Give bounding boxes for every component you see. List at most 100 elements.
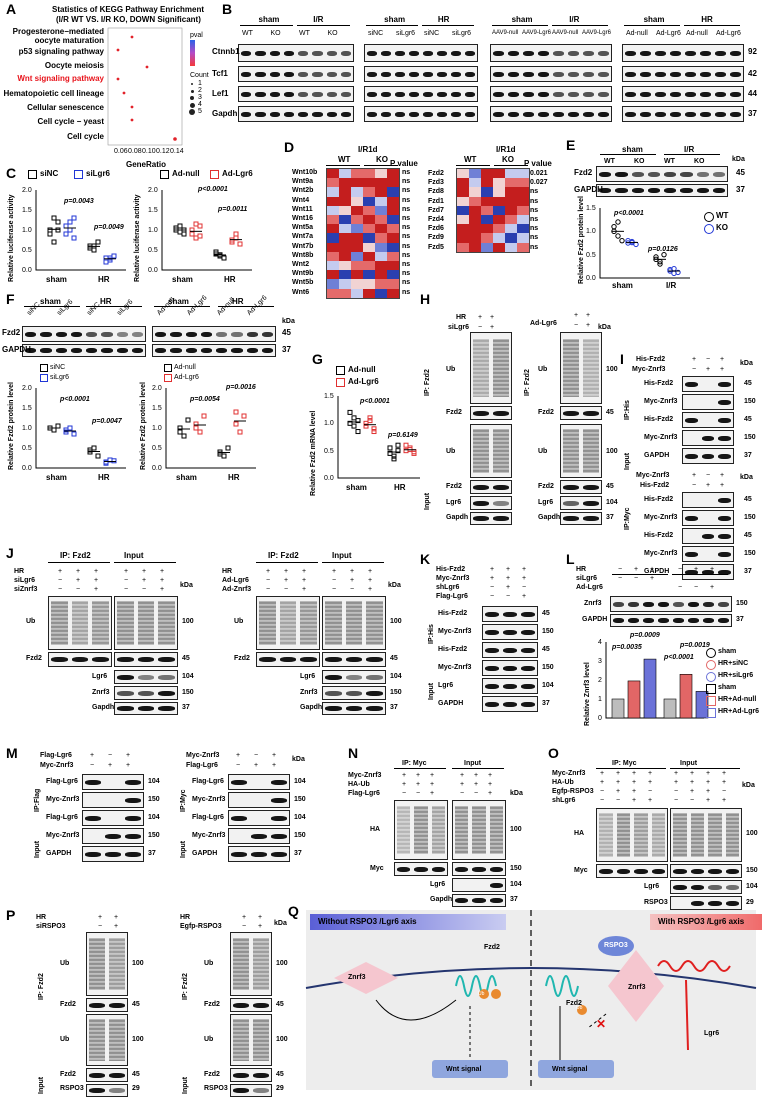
blot-lgr6: [452, 878, 506, 892]
blot-rspo3: [86, 1084, 128, 1097]
heatmap-cell: [493, 215, 505, 225]
row-label: His-Fzd2: [636, 356, 666, 363]
pvalue: ns: [402, 178, 411, 186]
blot-band: [137, 706, 155, 711]
row-label: Gapdh: [430, 896, 453, 903]
blot-band: [508, 71, 519, 77]
blot-gapdh: [322, 702, 386, 715]
pvalue: ns: [402, 215, 411, 222]
pvalue: ns: [402, 242, 411, 250]
blot-band: [583, 410, 599, 416]
xtick: 0.06: [114, 148, 128, 155]
sign: +: [720, 482, 725, 489]
ytick: 1.0: [324, 420, 334, 428]
sign: −: [690, 797, 695, 804]
blot-band: [472, 898, 486, 903]
sign: +: [490, 575, 495, 582]
blot-4: [82, 846, 144, 862]
blot-band: [345, 657, 363, 662]
row-label: GAPDH: [644, 568, 670, 575]
blot-band: [583, 111, 594, 117]
row-label: HA: [574, 830, 585, 837]
heatmap-cell: [469, 169, 481, 179]
sign: +: [632, 797, 637, 804]
blot-band: [523, 50, 534, 56]
ytick: 0.5: [22, 247, 32, 254]
row-label: His-Fzd2: [644, 532, 674, 539]
blot-band: [485, 647, 499, 653]
blot-band: [233, 937, 249, 991]
count-dot: [191, 83, 193, 85]
ip-header: IP: Myc: [612, 760, 637, 767]
sign: −: [648, 788, 653, 795]
blot-band: [241, 91, 252, 97]
sign: −: [600, 797, 605, 804]
panel-label-m: M: [6, 745, 18, 761]
blot-fzd2: [114, 652, 178, 667]
heatmap-cell: [363, 178, 375, 188]
ip-label: Input: [182, 1076, 189, 1094]
sign: +: [648, 797, 653, 804]
x-label: sham: [46, 275, 67, 284]
row-label: Ub: [204, 1036, 214, 1043]
data-point: [661, 251, 667, 258]
blot-band: [185, 348, 197, 353]
blot-fzd2: [22, 326, 146, 342]
pvalue: 0.021: [530, 170, 548, 177]
blot-band: [568, 71, 579, 77]
kda-label: 37: [748, 109, 757, 118]
blot-ub-ip: [470, 332, 512, 404]
ip-header: Input: [124, 551, 144, 560]
axis: [165, 388, 256, 469]
heatmap-cell: [375, 215, 387, 225]
kda: 150: [744, 398, 756, 405]
blot-rspo3: [670, 896, 742, 910]
sign: −: [474, 790, 479, 797]
pvalue: ns: [402, 233, 411, 241]
blot-band: [521, 683, 535, 689]
heatmap-cell: [351, 288, 363, 298]
kda: 100: [132, 960, 144, 967]
blot-band: [521, 629, 535, 635]
panel-label-f: F: [6, 291, 15, 307]
kda: 29: [746, 899, 754, 906]
heatmap-cell: [387, 233, 399, 243]
blot-band: [634, 868, 648, 874]
sign: −: [692, 366, 697, 373]
blot-4: [482, 678, 538, 694]
group-label: sham: [511, 15, 533, 24]
sign: +: [722, 779, 727, 786]
blot-band: [125, 797, 141, 803]
sign: +: [522, 593, 527, 600]
data-point: [201, 413, 207, 419]
blot-2: [82, 810, 144, 826]
heatmap-cell: [351, 215, 363, 225]
pvalue: ns: [530, 225, 539, 233]
panel-label-k: K: [420, 551, 431, 567]
blot-band: [251, 833, 267, 839]
sign: +: [126, 762, 131, 769]
blot-band: [253, 937, 269, 991]
heatmap-cell: [469, 196, 481, 206]
row-label: Ad-Znrf3: [222, 586, 252, 593]
blot-tcf1: [622, 66, 744, 82]
legend-swatch: [164, 374, 172, 382]
row-label: Znrf3: [92, 689, 110, 696]
ub-dot: [577, 1005, 587, 1015]
kda: 150: [510, 865, 522, 872]
blot-band: [437, 91, 447, 97]
kegg-term: oocyte maturation: [34, 36, 104, 45]
group-line: [664, 154, 720, 155]
sign: +: [94, 568, 99, 575]
kda: 45: [744, 416, 752, 423]
blot-lef1: [490, 86, 612, 102]
group-label: HR: [701, 15, 713, 24]
blot-band: [367, 50, 377, 56]
blot-band: [712, 171, 725, 177]
gene-label: Wnt10b: [292, 169, 318, 176]
row-label: HR: [456, 314, 467, 321]
heatmap-cell: [351, 270, 363, 280]
blot-band: [246, 348, 258, 353]
blot-band: [409, 71, 419, 77]
blot-band: [326, 50, 337, 56]
